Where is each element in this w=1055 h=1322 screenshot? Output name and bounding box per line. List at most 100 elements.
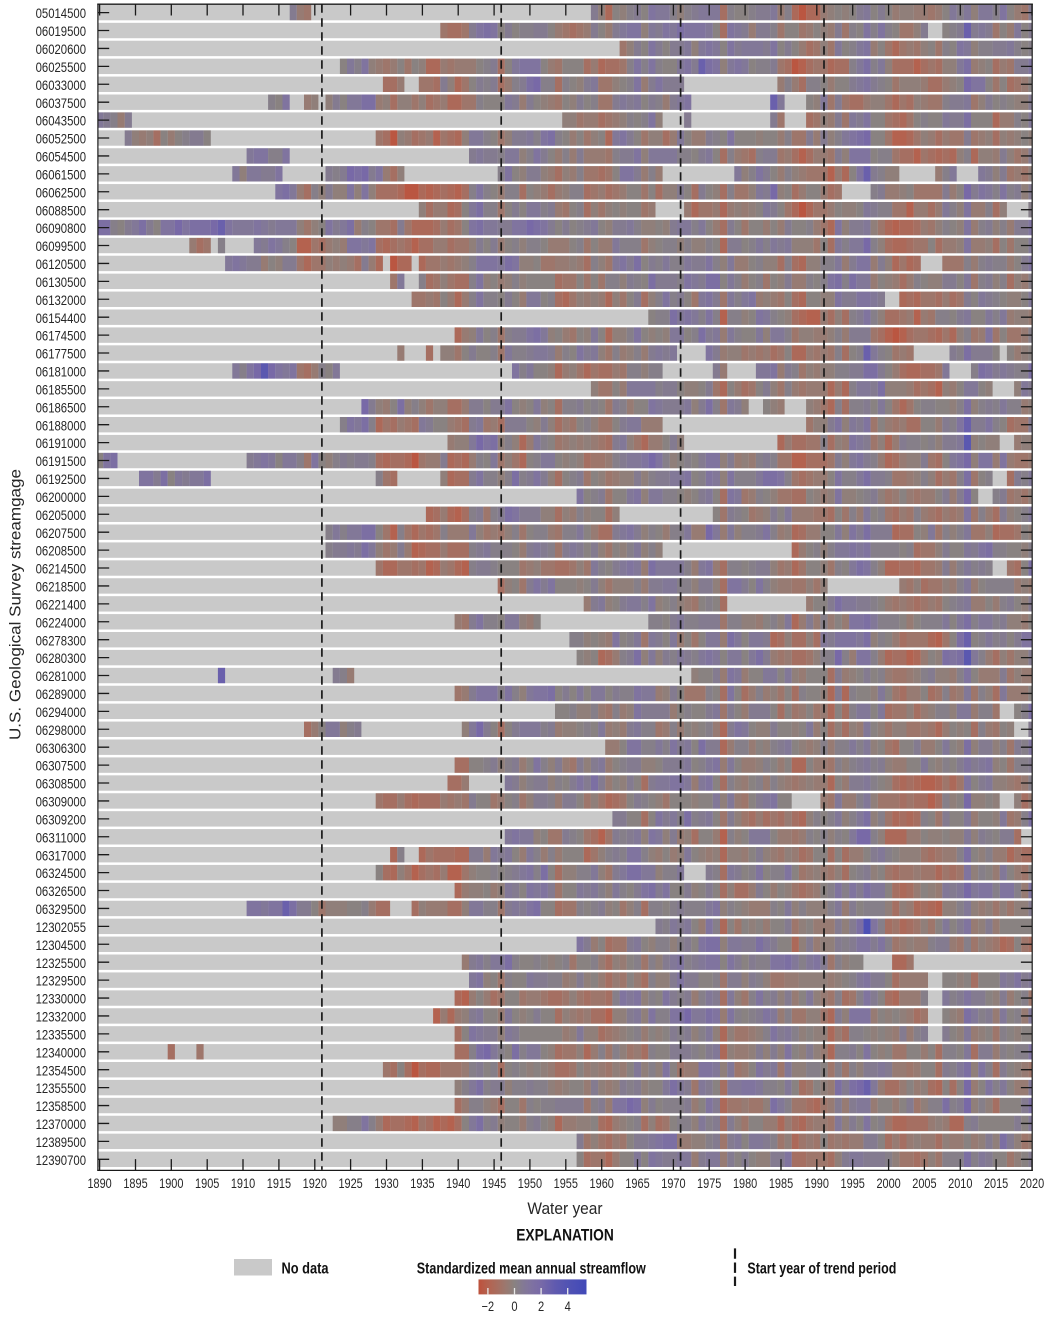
svg-text:06088500: 06088500 — [36, 202, 87, 218]
svg-text:06191000: 06191000 — [36, 435, 87, 451]
svg-text:06090800: 06090800 — [36, 220, 87, 236]
svg-text:06308500: 06308500 — [36, 776, 87, 792]
svg-text:06224000: 06224000 — [36, 614, 87, 630]
svg-text:12329500: 12329500 — [36, 973, 87, 989]
svg-text:1960: 1960 — [590, 1175, 614, 1191]
svg-text:05014500: 05014500 — [36, 5, 87, 21]
svg-text:06019500: 06019500 — [36, 23, 87, 39]
svg-text:06294000: 06294000 — [36, 704, 87, 720]
svg-text:06025500: 06025500 — [36, 59, 87, 75]
svg-text:1950: 1950 — [518, 1175, 542, 1191]
svg-text:Start year of trend period: Start year of trend period — [747, 1261, 896, 1278]
svg-text:12325500: 12325500 — [36, 955, 87, 971]
svg-text:06278300: 06278300 — [36, 632, 87, 648]
svg-text:12332000: 12332000 — [36, 1009, 87, 1025]
svg-text:06200000: 06200000 — [36, 489, 87, 505]
svg-text:1955: 1955 — [554, 1175, 578, 1191]
svg-text:06289000: 06289000 — [36, 686, 87, 702]
svg-text:06280300: 06280300 — [36, 650, 87, 666]
svg-text:1935: 1935 — [410, 1175, 434, 1191]
svg-text:06205000: 06205000 — [36, 507, 87, 523]
svg-text:12302055: 12302055 — [36, 919, 87, 935]
svg-text:06311000: 06311000 — [36, 829, 87, 845]
svg-text:06181000: 06181000 — [36, 364, 87, 380]
svg-text:12335500: 12335500 — [36, 1026, 87, 1042]
svg-text:2: 2 — [538, 1299, 544, 1314]
svg-text:1980: 1980 — [733, 1175, 757, 1191]
svg-text:Water year: Water year — [527, 1199, 602, 1218]
svg-text:2020: 2020 — [1020, 1175, 1044, 1191]
svg-text:1920: 1920 — [303, 1175, 327, 1191]
svg-text:06326500: 06326500 — [36, 883, 87, 899]
svg-text:1985: 1985 — [769, 1175, 793, 1191]
svg-text:1965: 1965 — [625, 1175, 649, 1191]
svg-text:06043500: 06043500 — [36, 113, 87, 129]
svg-text:0: 0 — [511, 1299, 517, 1314]
svg-text:06309200: 06309200 — [36, 811, 87, 827]
svg-text:06020600: 06020600 — [36, 41, 87, 57]
svg-text:1970: 1970 — [661, 1175, 685, 1191]
svg-text:06033000: 06033000 — [36, 77, 87, 93]
svg-text:06185500: 06185500 — [36, 381, 87, 397]
svg-text:06061500: 06061500 — [36, 166, 87, 182]
svg-text:−2: −2 — [482, 1299, 495, 1314]
svg-text:06192500: 06192500 — [36, 471, 87, 487]
svg-text:06214500: 06214500 — [36, 561, 87, 577]
svg-text:1895: 1895 — [123, 1175, 147, 1191]
svg-text:1915: 1915 — [267, 1175, 291, 1191]
svg-text:1945: 1945 — [482, 1175, 506, 1191]
svg-text:1930: 1930 — [374, 1175, 398, 1191]
svg-text:06062500: 06062500 — [36, 184, 87, 200]
svg-text:06120500: 06120500 — [36, 256, 87, 272]
svg-text:EXPLANATION: EXPLANATION — [516, 1226, 614, 1245]
svg-text:12304500: 12304500 — [36, 937, 87, 953]
svg-text:12355500: 12355500 — [36, 1080, 87, 1096]
svg-text:06218500: 06218500 — [36, 579, 87, 595]
svg-text:06307500: 06307500 — [36, 758, 87, 774]
svg-text:06221400: 06221400 — [36, 596, 87, 612]
svg-text:12389500: 12389500 — [36, 1134, 87, 1150]
svg-text:12390700: 12390700 — [36, 1152, 87, 1168]
svg-text:1910: 1910 — [231, 1175, 255, 1191]
svg-text:06099500: 06099500 — [36, 238, 87, 254]
svg-text:06037500: 06037500 — [36, 95, 87, 111]
svg-text:12370000: 12370000 — [36, 1116, 87, 1132]
svg-text:06052500: 06052500 — [36, 131, 87, 147]
svg-text:06130500: 06130500 — [36, 274, 87, 290]
svg-text:1890: 1890 — [87, 1175, 111, 1191]
svg-text:1940: 1940 — [446, 1175, 470, 1191]
svg-text:2010: 2010 — [948, 1175, 972, 1191]
svg-text:1990: 1990 — [805, 1175, 829, 1191]
svg-text:06309000: 06309000 — [36, 794, 87, 810]
svg-text:12340000: 12340000 — [36, 1044, 87, 1060]
svg-text:06208500: 06208500 — [36, 543, 87, 559]
svg-text:1905: 1905 — [195, 1175, 219, 1191]
svg-text:2000: 2000 — [876, 1175, 900, 1191]
svg-text:06154400: 06154400 — [36, 310, 87, 326]
svg-text:2005: 2005 — [912, 1175, 936, 1191]
svg-text:1900: 1900 — [159, 1175, 183, 1191]
svg-text:06207500: 06207500 — [36, 525, 87, 541]
svg-text:12358500: 12358500 — [36, 1098, 87, 1114]
svg-text:06281000: 06281000 — [36, 668, 87, 684]
svg-text:06188000: 06188000 — [36, 417, 87, 433]
svg-text:1995: 1995 — [841, 1175, 865, 1191]
svg-text:06132000: 06132000 — [36, 292, 87, 308]
svg-text:06317000: 06317000 — [36, 847, 87, 863]
svg-text:06306300: 06306300 — [36, 740, 87, 756]
svg-text:12330000: 12330000 — [36, 991, 87, 1007]
svg-text:06324500: 06324500 — [36, 865, 87, 881]
svg-text:06298000: 06298000 — [36, 722, 87, 738]
svg-text:1975: 1975 — [697, 1175, 721, 1191]
svg-text:Standardized mean annual strea: Standardized mean annual streamflow — [417, 1261, 646, 1278]
svg-text:No data: No data — [282, 1261, 329, 1278]
svg-text:12354500: 12354500 — [36, 1062, 87, 1078]
svg-text:U.S. Geological Survey streamg: U.S. Geological Survey streamgage — [8, 469, 25, 740]
svg-text:4: 4 — [565, 1299, 572, 1314]
svg-text:06177500: 06177500 — [36, 346, 87, 362]
svg-text:1925: 1925 — [338, 1175, 362, 1191]
svg-text:06054500: 06054500 — [36, 149, 87, 165]
svg-text:06329500: 06329500 — [36, 901, 87, 917]
svg-text:06191500: 06191500 — [36, 453, 87, 469]
svg-text:06186500: 06186500 — [36, 399, 87, 415]
